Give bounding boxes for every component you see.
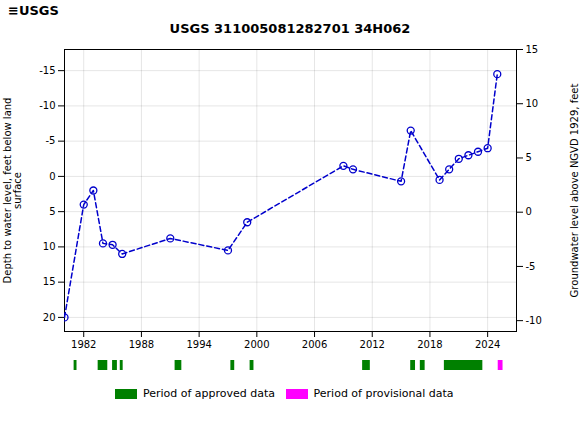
svg-text:0: 0 <box>526 206 532 217</box>
svg-text:20: 20 <box>43 312 56 323</box>
svg-text:1982: 1982 <box>71 339 96 350</box>
svg-text:15: 15 <box>43 276 56 287</box>
svg-text:Groundwater level above NGVD 1: Groundwater level above NGVD 1929, feet <box>569 84 580 298</box>
html-text:Period of provisional data: Period of provisional data <box>313 387 454 400</box>
svg-text:5: 5 <box>49 206 55 217</box>
svg-text:-15: -15 <box>39 65 55 76</box>
svg-text:2006: 2006 <box>302 339 327 350</box>
svg-text:10: 10 <box>43 241 56 252</box>
svg-text:Depth to water level, feet bel: Depth to water level, feet below landsur… <box>2 98 23 284</box>
svg-text:2000: 2000 <box>244 339 269 350</box>
svg-text:-5: -5 <box>46 135 56 146</box>
svg-text:10: 10 <box>526 98 539 109</box>
svg-text:1988: 1988 <box>129 339 154 350</box>
svg-text:2018: 2018 <box>417 339 442 350</box>
html-text:≡USGS: ≡USGS <box>8 3 59 18</box>
svg-text:1994: 1994 <box>186 339 211 350</box>
html-text:Period of approved data: Period of approved data <box>142 387 276 400</box>
html-text:USGS 311005081282701 34H062: USGS 311005081282701 34H062 <box>169 21 411 36</box>
svg-text:5: 5 <box>526 152 532 163</box>
svg-text:-10: -10 <box>526 315 542 326</box>
svg-text:2024: 2024 <box>475 339 500 350</box>
svg-text:0: 0 <box>49 171 55 182</box>
svg-text:2012: 2012 <box>360 339 385 350</box>
svg-text:15: 15 <box>526 44 539 55</box>
svg-text:-5: -5 <box>526 261 536 272</box>
svg-text:-10: -10 <box>39 100 55 111</box>
